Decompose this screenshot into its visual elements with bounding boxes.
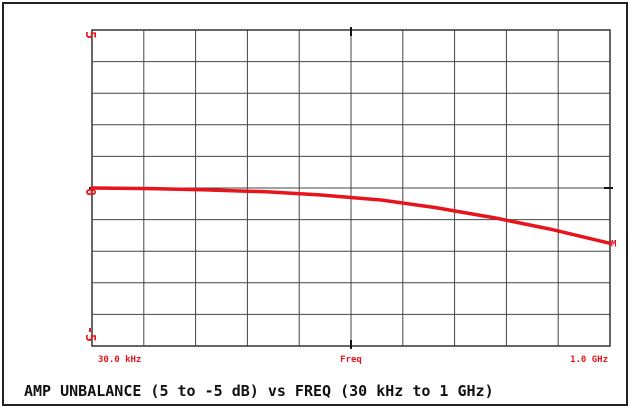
series-point — [150, 187, 154, 191]
series-layer — [90, 186, 612, 246]
y-tick-label-middle: 0 — [82, 188, 97, 196]
series-point — [548, 227, 552, 231]
series-point — [379, 198, 383, 202]
x-tick-label-start: 30.0 kHz — [98, 355, 141, 365]
chart-caption: AMP UNBALANCE (5 to -5 dB) vs FREQ (30 k… — [24, 382, 494, 400]
grid — [89, 27, 613, 349]
y-tick-label-top: 5 — [82, 31, 97, 39]
x-tick-label-end: 1.0 GHz — [570, 355, 608, 365]
series-end-marker: M — [611, 239, 617, 249]
y-tick-label-bottom: -5 — [82, 326, 97, 342]
chart-frame — [2, 2, 628, 406]
x-tick-label-center: Freq — [340, 355, 362, 365]
series-point — [90, 186, 94, 190]
series-point — [205, 188, 209, 192]
series-point — [434, 206, 438, 210]
series-point — [608, 241, 612, 245]
tick-labels: 5 0 -5 30.0 kHz Freq 1.0 GHz — [82, 31, 608, 365]
series-point — [493, 216, 497, 220]
series-point — [264, 190, 268, 194]
series-point — [319, 193, 323, 197]
series-line — [90, 186, 612, 246]
